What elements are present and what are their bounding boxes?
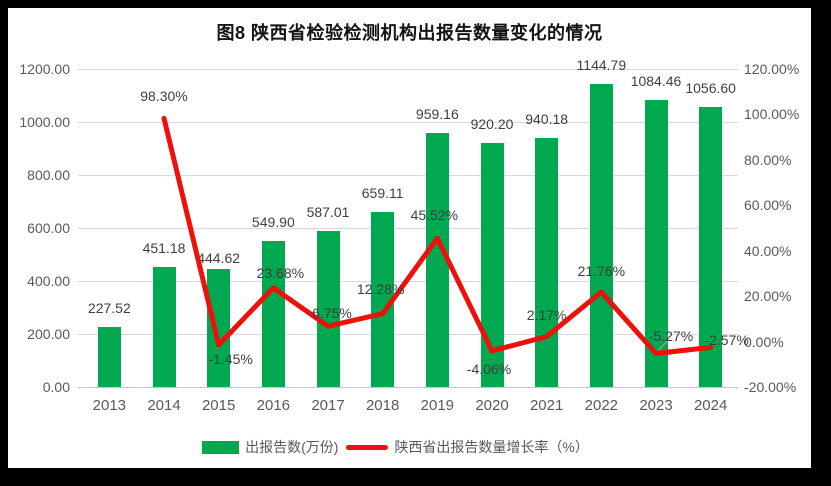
x-axis-year-label: 2023 <box>639 397 673 414</box>
left-axis-tick-label: 0.00 <box>42 379 70 395</box>
gridline <box>78 122 738 123</box>
gridline <box>78 228 738 229</box>
line-point-label: 6.75% <box>312 305 352 322</box>
line-point-label: -5.27% <box>648 327 694 344</box>
bar-2021 <box>535 137 559 387</box>
right-axis-tick-label: 0.00% <box>744 333 784 350</box>
x-axis-year-label: 2024 <box>693 397 728 414</box>
gridline <box>78 175 738 176</box>
right-axis-tick-label: 100.00% <box>744 106 800 123</box>
right-axis-tick-label: 40.00% <box>744 242 792 259</box>
legend-line-label: 陕西省出报告数量增长率（%） <box>394 439 589 455</box>
right-axis-tick-label: -20.00% <box>744 379 797 395</box>
left-axis-tick-label: 200.00 <box>27 326 70 342</box>
legend-bar-label: 出报告数(万份) <box>245 439 339 455</box>
line-point-label: 2.17% <box>526 306 567 323</box>
line-point-label: 12.28% <box>356 280 405 297</box>
left-axis-tick-label: 1200.00 <box>19 61 70 77</box>
left-axis-tick-label: 800.00 <box>27 167 70 183</box>
line-point-label: -1.45% <box>208 350 253 367</box>
x-axis-year-label: 2016 <box>256 397 291 414</box>
x-axis-year-label: 2015 <box>201 397 236 414</box>
bar-value-label: 940.18 <box>525 110 569 127</box>
bar-2023 <box>644 99 668 387</box>
legend-bar-swatch <box>202 440 240 454</box>
x-axis-year-label: 2017 <box>311 397 345 414</box>
right-axis-tick-label: 120.00% <box>744 61 800 77</box>
bar-value-label: 587.01 <box>306 204 350 221</box>
bar-value-label: 1056.60 <box>685 80 736 96</box>
bar-2020 <box>480 143 504 387</box>
x-axis-year-label: 2019 <box>420 397 455 414</box>
line-point-label: -2.57% <box>704 332 749 349</box>
left-axis-tick-label: 600.00 <box>27 220 70 236</box>
x-axis-year-label: 2020 <box>475 397 509 414</box>
left-axis-tick-label: 1000.00 <box>19 114 70 130</box>
right-axis-tick-label: 80.00% <box>744 151 792 168</box>
legend-line-swatch <box>346 444 389 450</box>
bar-2018 <box>371 212 395 387</box>
bar-2019 <box>425 132 449 387</box>
x-axis-year-label: 2013 <box>92 397 127 414</box>
bar-value-label: 1084.46 <box>630 72 682 89</box>
bar-value-label: 1144.79 <box>576 56 627 73</box>
gridline <box>78 387 738 388</box>
bar-2013 <box>97 326 121 387</box>
bar-value-label: 227.52 <box>87 299 131 316</box>
x-axis-year-label: 2014 <box>147 397 181 414</box>
line-point-label: 45.52% <box>410 207 459 224</box>
legend: 出报告数(万份) 陕西省出报告数量增长率（%） <box>0 437 797 457</box>
line-point-label: 21.76% <box>577 263 626 280</box>
gridline <box>78 69 738 70</box>
right-axis-tick-label: 20.00% <box>744 288 792 305</box>
right-axis-tick-label: 60.00% <box>744 197 792 214</box>
line-point-label: 98.30% <box>140 88 188 105</box>
x-axis-year-label: 2022 <box>584 397 619 414</box>
chart-title: 图8 陕西省检验检测机构出报告数量变化的情况 <box>216 23 603 43</box>
line-point-label: -4.06% <box>466 360 512 377</box>
chart-canvas: 图8 陕西省检验检测机构出报告数量变化的情况 出报告数(万份) 陕西省出报告数量… <box>8 8 811 468</box>
line-point-label: 23.68% <box>256 264 305 281</box>
bar-2014 <box>152 267 176 387</box>
bar-value-label: 444.62 <box>197 250 241 267</box>
x-axis-year-label: 2021 <box>529 397 564 414</box>
left-axis-tick-label: 400.00 <box>27 273 70 289</box>
bar-2022 <box>589 83 613 387</box>
x-axis-year-label: 2018 <box>365 397 400 414</box>
bar-2015 <box>207 269 231 387</box>
bar-value-label: 659.11 <box>361 185 404 202</box>
